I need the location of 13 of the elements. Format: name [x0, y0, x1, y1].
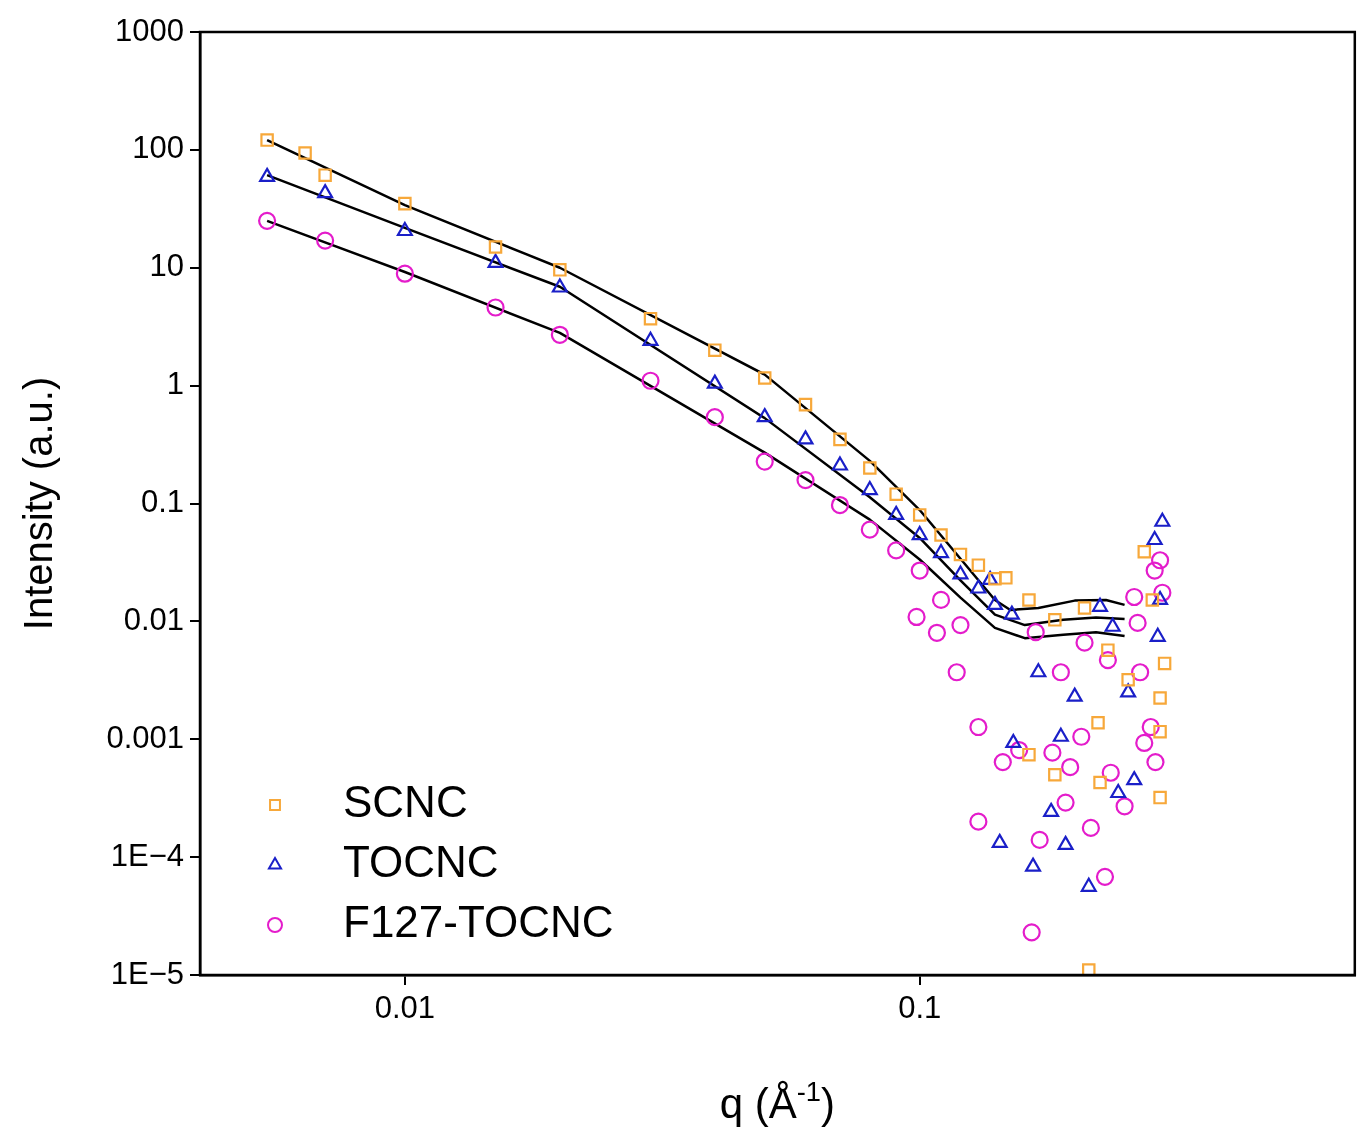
y-tick-label: 1: [166, 366, 184, 402]
y-tick-label: 1000: [115, 12, 184, 48]
legend-label: TOCNC: [343, 837, 499, 887]
y-tick-label: 0.01: [123, 601, 184, 637]
y-tick-label: 10: [149, 248, 184, 284]
legend-label: SCNC: [343, 777, 468, 827]
y-tick-label: 1E−4: [110, 837, 184, 873]
y-tick-label: 100: [132, 130, 184, 166]
y-axis-title: Intensity (a.u.): [16, 376, 60, 631]
y-tick-label: 0.001: [106, 719, 184, 755]
y-tick-label: 0.1: [140, 484, 184, 520]
legend-label: F127-TOCNC: [343, 897, 614, 947]
y-tick-label: 1E−5: [110, 955, 184, 991]
